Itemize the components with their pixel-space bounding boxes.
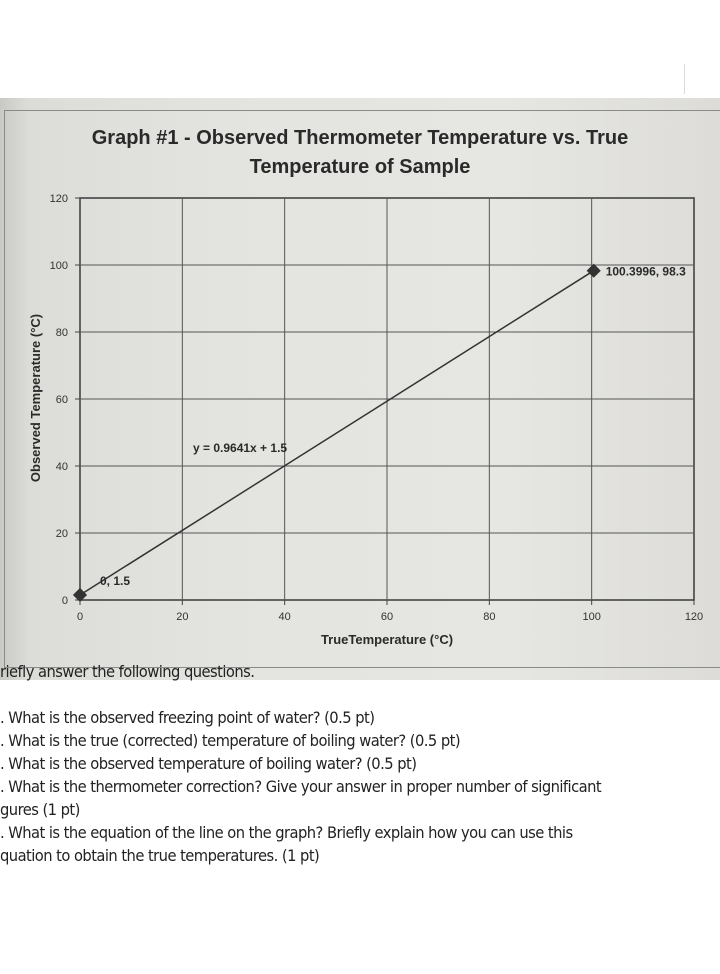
- axis-ticks: 0 20 40 60 80 100 120 0 20 40 60 80 100 120: [50, 193, 704, 623]
- x-tick-label: 40: [279, 611, 291, 623]
- chart-title: Graph #1 - Observed Thermometer Temperat…: [40, 124, 680, 182]
- question-5-cont: quation to obtain the true temperatures.…: [0, 846, 320, 865]
- questions-intro: riefly answer the following questions.: [0, 662, 255, 681]
- chart-title-line-1: Graph #1 - Observed Thermometer Temperat…: [91, 127, 629, 149]
- chart-plot: 0 20 40 60 80 100 120 0 20 40 60 80 100 120 0, 1.5 100…: [28, 193, 704, 647]
- x-tick-label: 80: [483, 611, 495, 623]
- question-3: . What is the observed temperature of bo…: [0, 754, 417, 773]
- chart-title-line-2: Temperature of Sample: [249, 156, 471, 178]
- y-axis-label: Observed Temperature (°C): [28, 314, 43, 482]
- data-point-marker: [586, 263, 601, 278]
- y-tick-label: 100: [50, 260, 68, 272]
- question-4: . What is the thermometer correction? Gi…: [0, 777, 602, 796]
- x-tick-label: 0: [77, 611, 83, 623]
- trendline-equation: y = 0.9641x + 1.5: [193, 441, 287, 455]
- top-divider: [684, 64, 685, 94]
- questions-section: riefly answer the following questions. .…: [0, 660, 720, 867]
- y-tick-label: 40: [56, 461, 68, 473]
- y-tick-label: 80: [56, 327, 68, 339]
- paper-frame: [4, 110, 720, 668]
- y-tick-label: 120: [50, 193, 68, 205]
- y-tick-label: 20: [56, 528, 68, 540]
- data-point-marker: [72, 587, 88, 603]
- question-2: . What is the true (corrected) temperatu…: [0, 731, 461, 750]
- x-tick-label: 20: [176, 611, 188, 623]
- question-4-cont: gures (1 pt): [0, 800, 80, 819]
- x-tick-label: 60: [381, 611, 393, 623]
- data-series: 0, 1.5 100.3996, 98.3: [72, 263, 686, 603]
- x-axis-label: TrueTemperature (°C): [321, 632, 453, 647]
- chart-grid: [75, 197, 695, 605]
- question-1: . What is the observed freezing point of…: [0, 708, 375, 727]
- series-line: [79, 270, 595, 596]
- data-point-label: 0, 1.5: [100, 574, 130, 588]
- question-5: . What is the equation of the line on th…: [0, 823, 573, 842]
- graph-photo: [0, 98, 720, 680]
- y-tick-label: 60: [56, 394, 68, 406]
- x-tick-label: 120: [685, 611, 703, 623]
- data-point-label: 100.3996, 98.3: [606, 265, 686, 279]
- x-tick-label: 100: [582, 611, 600, 623]
- y-tick-label: 0: [62, 595, 68, 607]
